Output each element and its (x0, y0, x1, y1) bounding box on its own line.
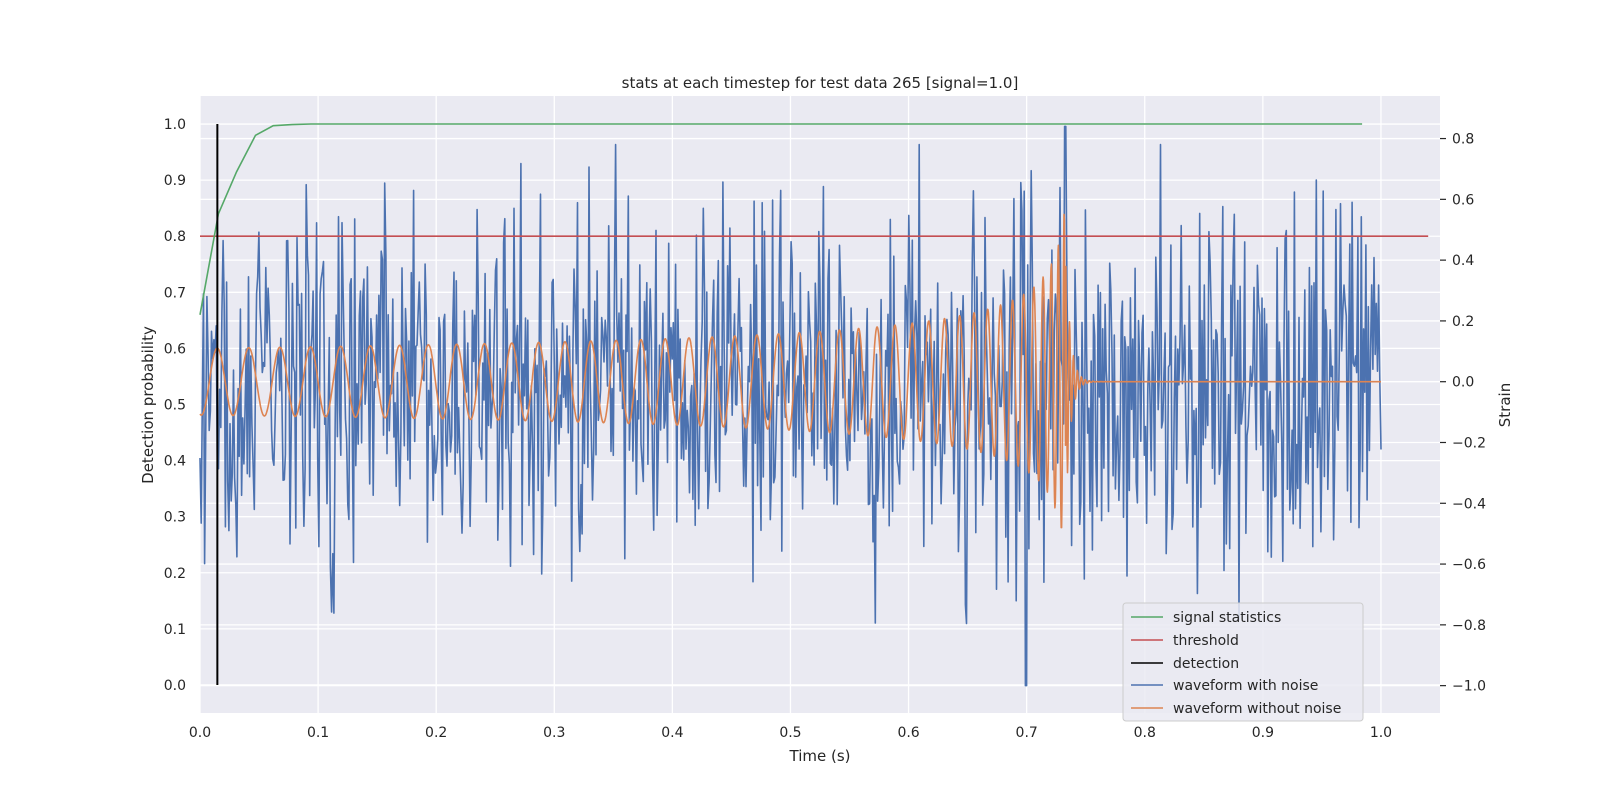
x-tick-label: 0.8 (1134, 725, 1156, 741)
y-left-axis-label: Detection probability (139, 326, 157, 484)
y-right-tick-label: 0.8 (1452, 132, 1474, 148)
legend-item-waveform-with-noise: waveform with noise (1131, 678, 1318, 694)
series-line-signal-statistics (199, 123, 1363, 315)
x-tick-label: 0.1 (307, 725, 329, 741)
y-left-tick-label: 0.1 (164, 622, 186, 638)
x-tick-label: 0.0 (189, 725, 211, 741)
x-tick-label: 0.9 (1252, 725, 1274, 741)
legend: signal statistics threshold detection wa… (1122, 602, 1364, 722)
y-right-tick-label: −0.6 (1452, 557, 1486, 573)
legend-label: detection (1173, 656, 1239, 672)
legend-label: waveform with noise (1173, 678, 1318, 694)
legend-item-threshold: threshold (1131, 633, 1239, 649)
plot-series (199, 123, 1429, 687)
y-left-axis-ticks: 0.0 0.1 0.2 0.3 0.4 0.5 0.6 0.7 0.8 0.9 1.0 (164, 117, 186, 694)
series-line-waveform-without-noise (199, 213, 1382, 529)
y-right-tick-label: 0.6 (1452, 192, 1474, 208)
legend-label: waveform without noise (1173, 701, 1341, 717)
y-right-tick-label: 0.4 (1452, 253, 1474, 269)
y-left-tick-label: 1.0 (164, 117, 186, 133)
y-right-tick-label: −0.2 (1452, 435, 1486, 451)
chart-title: stats at each timestep for test data 265… (622, 74, 1019, 92)
x-tick-label: 0.7 (1016, 725, 1038, 741)
legend-box (1122, 602, 1364, 722)
y-right-tick-label: 0.0 (1452, 375, 1474, 391)
y-left-tick-label: 0.4 (164, 454, 186, 470)
y-right-tick-label: 0.2 (1452, 314, 1474, 330)
x-axis-label: Time (s) (789, 747, 851, 765)
y-right-tick-label: −0.8 (1452, 618, 1486, 634)
legend-item-signal-statistics: signal statistics (1131, 610, 1281, 626)
y-left-tick-label: 0.8 (164, 229, 186, 245)
y-left-tick-label: 0.9 (164, 173, 186, 189)
x-tick-label: 0.4 (661, 725, 683, 741)
y-right-axis-ticks: −1.0 −0.8 −0.6 −0.4 −0.2 0.0 0.2 0.4 0.6 0.8 (1440, 132, 1486, 695)
series-line-waveform-with-noise (199, 125, 1382, 687)
legend-label: threshold (1173, 633, 1239, 649)
x-axis-ticks: 0.0 0.1 0.2 0.3 0.4 0.5 0.6 0.7 0.8 0.9 1.0 (189, 725, 1392, 741)
x-tick-label: 0.6 (897, 725, 919, 741)
y-left-tick-label: 0.3 (164, 510, 186, 526)
y-left-tick-label: 0.6 (164, 341, 186, 357)
x-tick-label: 0.2 (425, 725, 447, 741)
y-right-axis-label: Strain (1496, 383, 1514, 427)
x-tick-label: 1.0 (1370, 725, 1392, 741)
legend-label: signal statistics (1173, 610, 1281, 626)
x-tick-label: 0.5 (779, 725, 801, 741)
y-left-tick-label: 0.0 (164, 678, 186, 694)
y-left-tick-label: 0.5 (164, 398, 186, 414)
y-left-tick-label: 0.2 (164, 566, 186, 582)
y-left-tick-label: 0.7 (164, 285, 186, 301)
y-right-tick-label: −1.0 (1452, 679, 1486, 695)
legend-item-detection: detection (1131, 656, 1239, 672)
y-right-tick-label: −0.4 (1452, 496, 1486, 512)
x-tick-label: 0.3 (543, 725, 565, 741)
legend-item-waveform-without-noise: waveform without noise (1131, 701, 1341, 717)
